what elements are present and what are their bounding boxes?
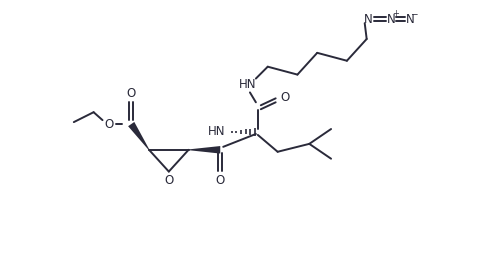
Text: O: O: [216, 174, 225, 187]
Text: O: O: [105, 118, 114, 130]
Text: +: +: [392, 9, 399, 18]
Text: O: O: [280, 91, 289, 104]
Polygon shape: [128, 122, 149, 150]
Text: −: −: [410, 9, 418, 18]
Polygon shape: [188, 146, 220, 154]
Text: N: N: [364, 13, 373, 26]
Text: N: N: [406, 13, 415, 26]
Text: HN: HN: [239, 78, 257, 91]
Text: N: N: [387, 13, 396, 26]
Text: O: O: [164, 174, 173, 187]
Text: HN: HN: [208, 125, 225, 139]
Text: O: O: [126, 87, 136, 100]
